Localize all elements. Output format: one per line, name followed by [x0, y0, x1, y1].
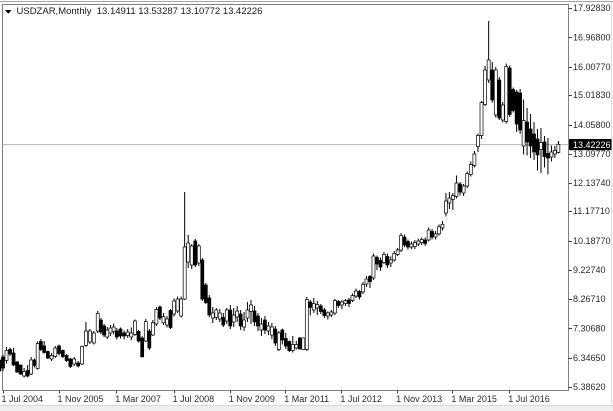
svg-text:5.38620: 5.38620 [573, 382, 606, 392]
svg-text:1 Nov 2013: 1 Nov 2013 [396, 394, 442, 404]
svg-text:1 Jul 2004: 1 Jul 2004 [2, 394, 44, 404]
svg-text:17.92830: 17.92830 [573, 3, 611, 13]
svg-text:14.05800: 14.05800 [573, 120, 611, 130]
svg-text:12.13740: 12.13740 [573, 178, 611, 188]
svg-text:10.18770: 10.18770 [573, 236, 611, 246]
svg-text:1 Nov 2005: 1 Nov 2005 [58, 394, 104, 404]
svg-text:1 Mar 2011: 1 Mar 2011 [284, 394, 329, 404]
svg-text:16.96800: 16.96800 [573, 33, 611, 43]
svg-text:1 Jul 2012: 1 Jul 2012 [340, 394, 382, 404]
svg-text:1 Mar 2015: 1 Mar 2015 [451, 394, 497, 404]
svg-text:1 Jul 2008: 1 Jul 2008 [173, 394, 215, 404]
svg-text:8.26710: 8.26710 [573, 294, 606, 304]
svg-text:1 Jul 2016: 1 Jul 2016 [508, 394, 550, 404]
svg-text:1 Mar 2007: 1 Mar 2007 [115, 394, 161, 404]
svg-text:1 Nov 2009: 1 Nov 2009 [229, 394, 275, 404]
svg-text:7.30680: 7.30680 [573, 324, 606, 334]
svg-text:16.00770: 16.00770 [573, 62, 611, 72]
svg-text:11.17710: 11.17710 [573, 206, 610, 216]
svg-text:13.42226: 13.42226 [573, 140, 611, 150]
svg-text:13.09770: 13.09770 [573, 149, 611, 159]
svg-text:USDZAR,Monthly 13.14911 13.53: USDZAR,Monthly 13.14911 13.53287 13.1077… [17, 6, 263, 17]
svg-text:6.34650: 6.34650 [573, 353, 606, 363]
svg-text:9.22740: 9.22740 [573, 265, 606, 275]
svg-text:15.01830: 15.01830 [573, 90, 611, 100]
